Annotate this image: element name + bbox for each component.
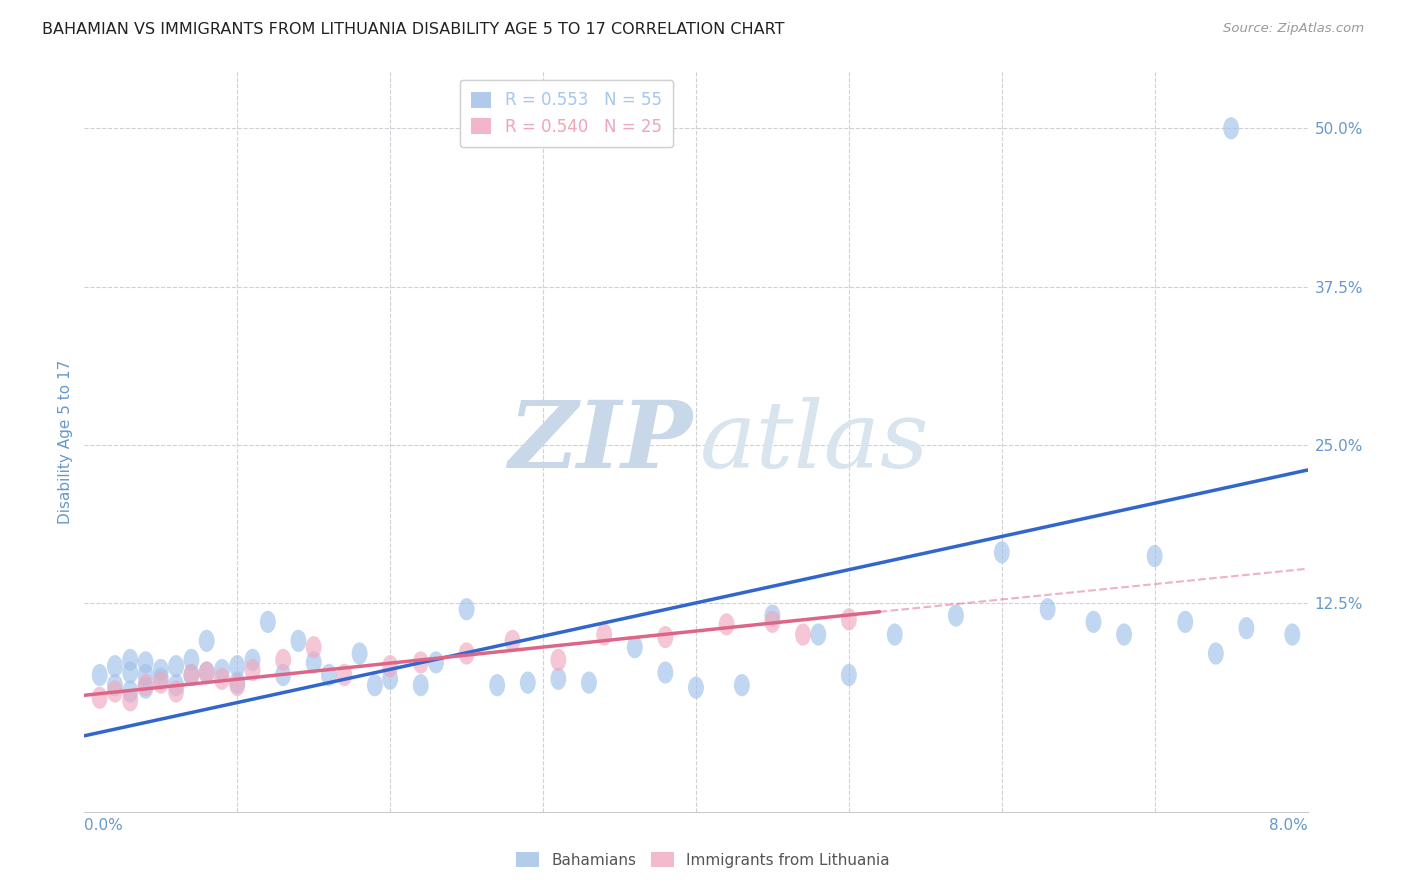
Ellipse shape (321, 664, 337, 686)
Ellipse shape (153, 672, 169, 694)
Ellipse shape (305, 636, 322, 658)
Ellipse shape (305, 651, 322, 673)
Ellipse shape (1085, 611, 1101, 633)
Ellipse shape (1039, 599, 1056, 620)
Ellipse shape (382, 655, 398, 677)
Ellipse shape (841, 608, 856, 631)
Ellipse shape (887, 624, 903, 646)
Ellipse shape (229, 674, 245, 697)
Ellipse shape (1223, 117, 1239, 139)
Ellipse shape (1284, 624, 1301, 646)
Ellipse shape (138, 651, 153, 673)
Text: ZIP: ZIP (508, 397, 692, 486)
Ellipse shape (627, 636, 643, 658)
Ellipse shape (352, 642, 367, 665)
Ellipse shape (505, 630, 520, 652)
Ellipse shape (183, 648, 200, 671)
Ellipse shape (229, 655, 245, 677)
Ellipse shape (91, 687, 108, 709)
Ellipse shape (596, 624, 612, 646)
Ellipse shape (458, 642, 475, 665)
Legend: R = 0.553   N = 55, R = 0.540   N = 25: R = 0.553 N = 55, R = 0.540 N = 25 (460, 79, 673, 147)
Ellipse shape (382, 668, 398, 690)
Ellipse shape (198, 661, 215, 683)
Ellipse shape (138, 677, 153, 698)
Ellipse shape (183, 664, 200, 686)
Ellipse shape (658, 661, 673, 683)
Ellipse shape (214, 659, 231, 681)
Ellipse shape (153, 659, 169, 681)
Ellipse shape (413, 674, 429, 697)
Ellipse shape (765, 605, 780, 627)
Ellipse shape (169, 681, 184, 703)
Legend: Bahamians, Immigrants from Lithuania: Bahamians, Immigrants from Lithuania (509, 845, 897, 875)
Text: Source: ZipAtlas.com: Source: ZipAtlas.com (1223, 22, 1364, 36)
Ellipse shape (91, 664, 108, 686)
Ellipse shape (718, 614, 734, 635)
Ellipse shape (122, 690, 138, 712)
Ellipse shape (688, 677, 704, 698)
Ellipse shape (1239, 617, 1254, 640)
Ellipse shape (229, 672, 245, 694)
Ellipse shape (122, 661, 138, 683)
Ellipse shape (413, 651, 429, 673)
Ellipse shape (550, 648, 567, 671)
Ellipse shape (276, 664, 291, 686)
Ellipse shape (214, 668, 231, 690)
Ellipse shape (276, 648, 291, 671)
Ellipse shape (765, 611, 780, 633)
Ellipse shape (367, 674, 382, 697)
Ellipse shape (948, 605, 965, 627)
Ellipse shape (107, 655, 122, 677)
Y-axis label: Disability Age 5 to 17: Disability Age 5 to 17 (58, 359, 73, 524)
Ellipse shape (153, 668, 169, 690)
Ellipse shape (336, 664, 353, 686)
Ellipse shape (198, 630, 215, 652)
Ellipse shape (245, 659, 260, 681)
Ellipse shape (122, 681, 138, 703)
Ellipse shape (520, 672, 536, 694)
Ellipse shape (550, 668, 567, 690)
Ellipse shape (581, 672, 598, 694)
Ellipse shape (658, 626, 673, 648)
Ellipse shape (734, 674, 749, 697)
Ellipse shape (810, 624, 827, 646)
Ellipse shape (291, 630, 307, 652)
Ellipse shape (183, 664, 200, 686)
Ellipse shape (122, 648, 138, 671)
Ellipse shape (138, 674, 153, 697)
Ellipse shape (107, 674, 122, 697)
Ellipse shape (1147, 545, 1163, 567)
Ellipse shape (1116, 624, 1132, 646)
Ellipse shape (994, 541, 1010, 564)
Ellipse shape (245, 648, 260, 671)
Ellipse shape (427, 651, 444, 673)
Ellipse shape (260, 611, 276, 633)
Text: 0.0%: 0.0% (84, 818, 124, 833)
Ellipse shape (1208, 642, 1223, 665)
Ellipse shape (794, 624, 811, 646)
Ellipse shape (138, 664, 153, 686)
Ellipse shape (169, 655, 184, 677)
Ellipse shape (458, 599, 475, 620)
Ellipse shape (489, 674, 505, 697)
Ellipse shape (169, 674, 184, 697)
Ellipse shape (1177, 611, 1194, 633)
Text: atlas: atlas (700, 397, 929, 486)
Text: 8.0%: 8.0% (1268, 818, 1308, 833)
Text: BAHAMIAN VS IMMIGRANTS FROM LITHUANIA DISABILITY AGE 5 TO 17 CORRELATION CHART: BAHAMIAN VS IMMIGRANTS FROM LITHUANIA DI… (42, 22, 785, 37)
Ellipse shape (107, 681, 122, 703)
Ellipse shape (841, 664, 856, 686)
Ellipse shape (198, 661, 215, 683)
